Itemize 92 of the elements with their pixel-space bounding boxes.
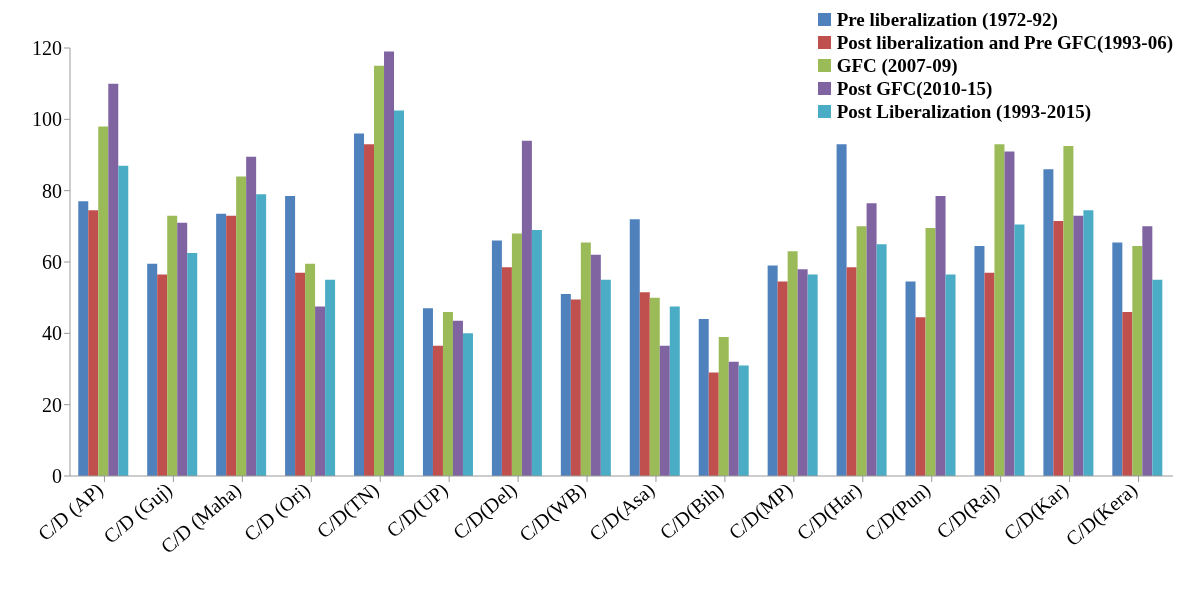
bar [432,345,443,476]
bar [846,267,857,476]
bar [491,240,502,476]
bar [708,372,719,476]
bar [1004,151,1015,476]
bar [78,201,89,476]
bar [974,245,985,476]
bar [462,333,473,476]
bar [915,317,926,476]
bar [511,233,522,476]
bar [807,274,818,476]
y-tick-label: 60 [42,251,62,274]
legend-label: GFC (2007-09) [836,54,958,77]
bar [669,306,680,476]
bar [777,281,788,476]
bar [1142,226,1153,476]
bar [531,229,542,476]
bar [1132,245,1143,476]
legend-label: Pre liberalization (1972-92) [836,8,1058,31]
bar [108,83,119,476]
bar [98,126,109,476]
bar [187,253,198,476]
bar [866,203,877,476]
bar [305,263,316,476]
bar [452,320,463,476]
bar [560,294,571,476]
bar [88,210,99,476]
bar [836,144,847,476]
bar [167,215,178,476]
bar [226,215,237,476]
bar [1014,224,1025,476]
bar [236,176,247,476]
bar [521,140,532,476]
bar [1122,311,1133,476]
bar [442,311,453,476]
legend-label: Post Liberalization (1993-2015) [836,100,1092,123]
bar [570,299,581,476]
bar [797,269,808,476]
bar [394,110,405,476]
bar [1063,146,1074,476]
bar [629,219,640,476]
bar [256,194,267,476]
bar [315,306,326,476]
bar [945,274,956,476]
bar [925,228,936,476]
bar [649,297,660,476]
bar [856,226,867,476]
bar [698,319,709,476]
bar [876,244,887,476]
y-tick-label: 40 [42,322,62,345]
bar [905,281,916,476]
legend-label: Post GFC(2010-15) [836,77,993,100]
y-tick-label: 100 [32,108,62,131]
bar [590,254,601,476]
bar [1152,279,1163,476]
bar [1073,215,1084,476]
bar [157,274,168,476]
bar [659,345,670,476]
bar [354,133,365,476]
legend-label: Post liberalization and Pre GFC(1993-06) [836,31,1173,54]
bar [285,196,296,476]
bar [767,265,778,476]
bar [1083,210,1094,476]
bar [639,292,650,476]
bar [1043,169,1054,476]
bar [787,251,798,476]
bar [118,165,129,476]
bar [364,144,375,476]
bar [501,267,512,476]
bar [580,242,591,476]
bar [422,308,433,476]
y-tick-label: 0 [52,465,62,488]
bar [325,279,336,476]
y-tick-label: 120 [32,37,62,60]
bar [374,65,385,476]
bar [216,213,227,476]
bar [984,272,995,476]
bar [728,361,739,476]
bar [600,279,611,476]
bar [738,365,749,476]
bar [935,196,946,476]
bar [147,263,158,476]
bar [177,222,188,476]
bar [246,156,257,476]
y-tick-label: 20 [42,393,62,416]
y-tick-label: 80 [42,179,62,202]
bar [1053,220,1064,476]
bar [994,144,1005,476]
bar [295,272,306,476]
bar [384,51,395,476]
bar [718,336,729,476]
bar [1112,242,1123,476]
